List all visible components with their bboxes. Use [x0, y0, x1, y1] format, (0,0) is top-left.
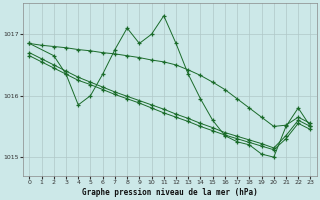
X-axis label: Graphe pression niveau de la mer (hPa): Graphe pression niveau de la mer (hPa): [82, 188, 258, 197]
